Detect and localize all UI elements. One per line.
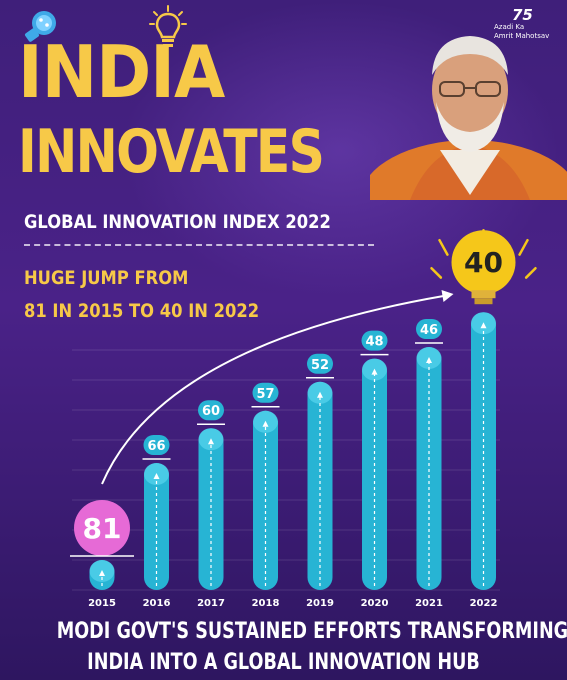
highlight-text: HUGE JUMP FROM 81 IN 2015 TO 40 IN 2022 bbox=[24, 262, 282, 328]
highlight-line-2: 81 IN 2015 TO 40 IN 2022 bbox=[24, 300, 260, 322]
footer-line-1: MODI GOVT'S SUSTAINED EFFORTS TRANSFORMI… bbox=[56, 619, 567, 644]
bar bbox=[144, 463, 169, 590]
data-label: 52 bbox=[311, 358, 329, 373]
brand-line-2: Amrit Mahotsav bbox=[494, 32, 550, 40]
x-tick-label: 2020 bbox=[361, 598, 389, 609]
bar bbox=[307, 381, 333, 590]
trend-arrow bbox=[101, 295, 444, 485]
title-line-1: INDIA bbox=[18, 30, 225, 114]
portrait-image bbox=[370, 36, 567, 200]
value-pill bbox=[361, 330, 388, 351]
footer-line-2: INDIA INTO A GLOBAL INNOVATION HUB bbox=[87, 650, 480, 675]
title-line-2: INNOVATES bbox=[18, 117, 325, 187]
x-tick-label: 2022 bbox=[470, 598, 498, 609]
x-tick-label: 2018 bbox=[252, 598, 280, 609]
bar-arrow-head bbox=[426, 357, 432, 363]
data-label: 66 bbox=[147, 439, 165, 454]
data-label: 60 bbox=[202, 404, 220, 419]
footer-text: MODI GOVT'S SUSTAINED EFFORTS TRANSFORMI… bbox=[0, 616, 567, 678]
bulb-base bbox=[474, 298, 493, 305]
bar bbox=[362, 358, 387, 590]
bulb-ray bbox=[438, 238, 449, 256]
bulb-ray bbox=[524, 266, 537, 279]
bulb-ray bbox=[430, 266, 443, 279]
value-pill bbox=[198, 400, 224, 421]
brand-line-1: Azadi Ka bbox=[494, 23, 525, 31]
value-pill bbox=[252, 382, 279, 403]
data-label: 46 bbox=[420, 323, 438, 338]
bar-arrow-head bbox=[480, 322, 487, 329]
data-label: 40 bbox=[464, 246, 503, 279]
bar bbox=[416, 347, 442, 590]
innovation-logo-icon bbox=[25, 11, 56, 42]
x-tick-label: 2017 bbox=[197, 598, 225, 609]
data-label: 81 bbox=[83, 512, 122, 545]
azadi-ka-amrit-mahotsav-logo: 75 Azadi Ka Amrit Mahotsav bbox=[490, 6, 560, 46]
bar-arrow-head bbox=[317, 391, 323, 398]
bar bbox=[198, 428, 224, 590]
data-label: 57 bbox=[256, 387, 274, 402]
value-pill bbox=[307, 353, 333, 374]
bar-arrow-head bbox=[262, 420, 269, 427]
bar-arrow-head bbox=[208, 438, 214, 445]
x-tick-label: 2015 bbox=[88, 598, 116, 609]
first-value-bubble bbox=[74, 500, 130, 556]
bulb-ray bbox=[518, 238, 529, 256]
x-tick-label: 2016 bbox=[143, 598, 171, 609]
bar-arrow-head bbox=[99, 570, 105, 576]
arrow-icon bbox=[441, 290, 454, 302]
light-bulb-icon bbox=[149, 5, 187, 47]
bar-arrow-head bbox=[153, 473, 160, 479]
x-tick-label: 2019 bbox=[306, 598, 334, 609]
x-tick-label: 2021 bbox=[415, 598, 443, 609]
brand-number: 75 bbox=[512, 6, 533, 24]
value-pill bbox=[416, 319, 442, 339]
highlight-line-1: HUGE JUMP FROM bbox=[24, 267, 189, 289]
subtitle: GLOBAL INNOVATION INDEX 2022 bbox=[24, 211, 331, 233]
divider bbox=[24, 244, 374, 246]
light-bulb-icon bbox=[451, 230, 516, 295]
bulb-base bbox=[471, 290, 496, 299]
value-pill bbox=[143, 435, 170, 455]
data-label: 48 bbox=[365, 335, 383, 350]
bar-arrow-head bbox=[371, 368, 378, 375]
